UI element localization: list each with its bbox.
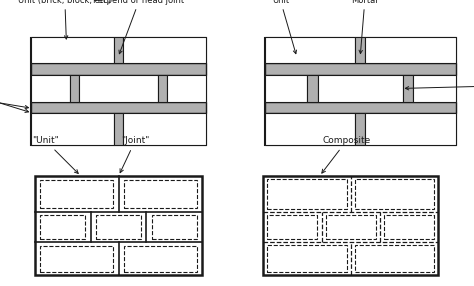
Bar [31, 63, 206, 75]
Bar [267, 179, 346, 209]
Bar [264, 63, 456, 75]
Text: Composite: Composite [322, 136, 371, 173]
Bar [403, 75, 413, 102]
Text: Interface
Unit/mortar: Interface Unit/mortar [405, 76, 474, 96]
Bar [365, 113, 456, 145]
Bar [96, 215, 141, 239]
Bar [264, 102, 456, 113]
Bar [123, 113, 206, 145]
Bar [413, 75, 456, 102]
Text: Unit (brick, block, etc): Unit (brick, block, etc) [18, 0, 111, 39]
Bar [267, 245, 346, 272]
Text: Perpend or head joint: Perpend or head joint [93, 0, 184, 54]
Bar [31, 75, 70, 102]
Bar [307, 75, 318, 102]
Bar [157, 75, 167, 102]
Bar [124, 245, 197, 272]
Bar [152, 215, 197, 239]
Bar [355, 179, 434, 209]
Bar [355, 245, 434, 272]
Bar [167, 75, 206, 102]
Text: Mortar: Mortar [351, 0, 379, 53]
Text: Unit: Unit [272, 0, 297, 54]
Bar [79, 75, 157, 102]
Text: (b): (b) [352, 175, 368, 185]
Text: Bed
joint: Bed joint [0, 88, 28, 109]
Bar [31, 38, 206, 145]
Bar [40, 245, 113, 272]
Bar [70, 75, 79, 102]
Bar [355, 113, 365, 145]
Bar [40, 180, 113, 208]
Bar [114, 37, 123, 63]
Text: "Unit": "Unit" [32, 136, 78, 173]
Bar [264, 37, 355, 63]
Bar [264, 38, 456, 145]
Text: (a): (a) [111, 175, 126, 185]
Bar [384, 214, 434, 239]
Bar [264, 113, 355, 145]
Bar [318, 75, 403, 102]
Bar [40, 215, 85, 239]
Bar [355, 37, 365, 63]
Bar [31, 37, 114, 63]
Bar [267, 214, 318, 239]
Bar [31, 113, 114, 145]
Bar [35, 176, 202, 275]
Bar [114, 113, 123, 145]
Bar [263, 176, 438, 275]
Bar [31, 102, 206, 113]
Text: "Joint": "Joint" [120, 136, 149, 173]
Bar [326, 214, 376, 239]
Bar [124, 180, 197, 208]
Text: Bed
joint: Bed joint [0, 84, 28, 112]
Bar [365, 37, 456, 63]
Bar [123, 37, 206, 63]
Bar [264, 75, 307, 102]
